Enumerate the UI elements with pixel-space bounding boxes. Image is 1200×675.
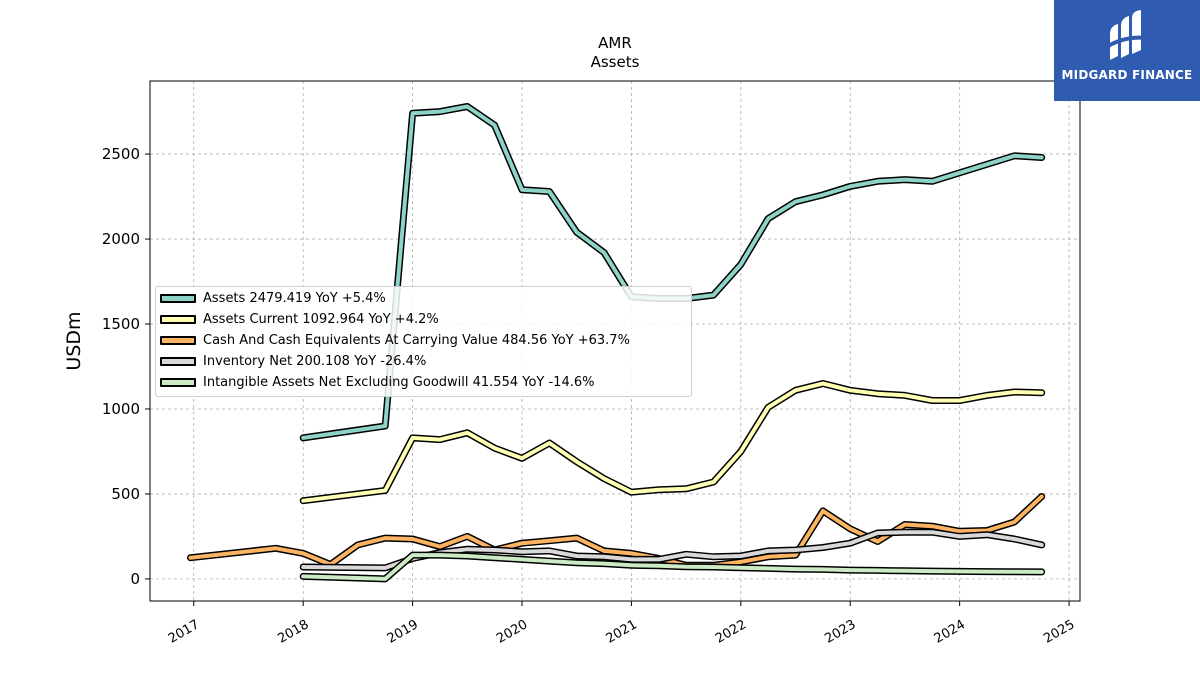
y-tick-label: 2500 <box>102 145 140 163</box>
legend-item-intangible: Intangible Assets Net Excluding Goodwill… <box>156 373 686 393</box>
series-line <box>301 381 1044 503</box>
legend-swatch <box>160 336 196 345</box>
legend-label: Assets 2479.419 YoY +5.4% <box>203 291 386 306</box>
legend-label: Assets Current 1092.964 YoY +4.2% <box>203 312 439 327</box>
x-tick-label: 2023 <box>822 617 858 647</box>
x-tick-label: 2018 <box>275 617 311 647</box>
y-tick-label: 1000 <box>102 400 140 418</box>
legend-swatch <box>160 378 196 387</box>
x-tick-label: 2017 <box>166 617 202 647</box>
x-axis-ticks: 2017 2018 2019 2020 2021 2022 2023 2024 2025 <box>166 601 1077 647</box>
series-line <box>301 104 1044 440</box>
legend-swatch <box>160 315 196 324</box>
midgard-finance-logo: MIDGARD FINANCE <box>1054 0 1200 101</box>
legend-label: Cash And Cash Equivalents At Carrying Va… <box>203 333 630 348</box>
legend-item-assets-current: Assets Current 1092.964 YoY +4.2% <box>156 310 686 330</box>
midgard-logo-icon <box>1107 10 1147 60</box>
legend-item-cash: Cash And Cash Equivalents At Carrying Va… <box>156 331 686 351</box>
logo-text: MIDGARD FINANCE <box>1061 68 1193 82</box>
series-line <box>301 530 1044 570</box>
plot-frame <box>149 80 1081 602</box>
legend-item-inventory: Inventory Net 200.108 YoY -26.4% <box>156 352 686 372</box>
legend: Assets 2479.419 YoY +5.4% Assets Current… <box>155 286 692 397</box>
x-tick-label: 2021 <box>604 617 640 647</box>
x-tick-label: 2022 <box>713 617 749 647</box>
chart-title: AMR <box>598 34 632 52</box>
y-tick-label: 1500 <box>102 315 140 333</box>
x-tick-label: 2025 <box>1041 617 1077 647</box>
series-line <box>301 553 1044 581</box>
legend-label: Inventory Net 200.108 YoY -26.4% <box>203 354 427 369</box>
y-axis-label: USDm <box>63 311 85 370</box>
legend-swatch <box>160 294 196 303</box>
y-tick-label: 2000 <box>102 230 140 248</box>
y-tick-label: 0 <box>130 570 140 588</box>
y-axis-ticks: 0 500 1000 1500 2000 2500 <box>102 145 150 588</box>
legend-label: Intangible Assets Net Excluding Goodwill… <box>203 375 595 390</box>
legend-swatch <box>160 357 196 366</box>
legend-item-assets: Assets 2479.419 YoY +5.4% <box>156 289 686 309</box>
series-lines <box>187 103 1046 583</box>
x-tick-label: 2024 <box>932 617 968 647</box>
x-tick-label: 2020 <box>494 617 530 647</box>
x-tick-label: 2019 <box>385 617 421 647</box>
y-tick-label: 500 <box>111 485 140 503</box>
chart-subtitle: Assets <box>591 53 640 71</box>
